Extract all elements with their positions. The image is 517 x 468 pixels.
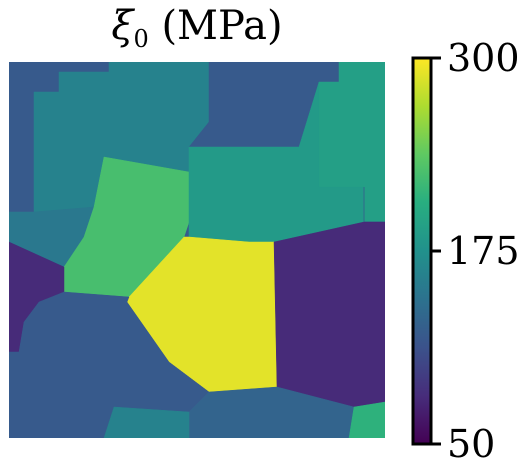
colorbar-tick-label-50: 50	[447, 422, 495, 466]
colorbar-tick-label-175: 175	[447, 229, 517, 273]
colorbar-tick-label-300: 300	[447, 36, 517, 80]
colorbar-gradient	[413, 58, 431, 444]
title-unit: (MPa)	[161, 3, 283, 49]
grain-bottom-right-corner	[348, 401, 385, 438]
colorbar-ticks: 50 175 300	[431, 36, 517, 466]
grain-dark-right	[273, 221, 385, 408]
chart-title: ξ0 (MPa)	[9, 2, 385, 63]
grain-map	[9, 62, 385, 438]
title-subscript: 0	[133, 25, 149, 53]
grain-bottom-teal-strip	[103, 406, 190, 438]
title-symbol: ξ	[111, 3, 134, 49]
colorbar: 50 175 300	[411, 36, 517, 466]
